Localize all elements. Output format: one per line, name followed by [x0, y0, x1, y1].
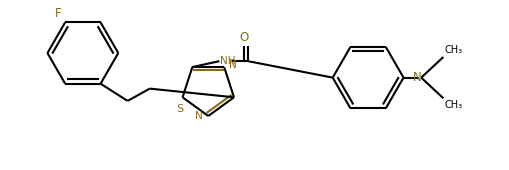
Text: F: F	[54, 7, 61, 20]
Text: S: S	[176, 104, 183, 114]
Text: N: N	[412, 71, 420, 84]
Text: NH: NH	[220, 56, 236, 66]
Text: CH₃: CH₃	[443, 100, 462, 110]
Text: N: N	[229, 60, 236, 70]
Text: N: N	[194, 111, 202, 121]
Text: CH₃: CH₃	[443, 45, 462, 55]
Text: O: O	[239, 31, 248, 44]
